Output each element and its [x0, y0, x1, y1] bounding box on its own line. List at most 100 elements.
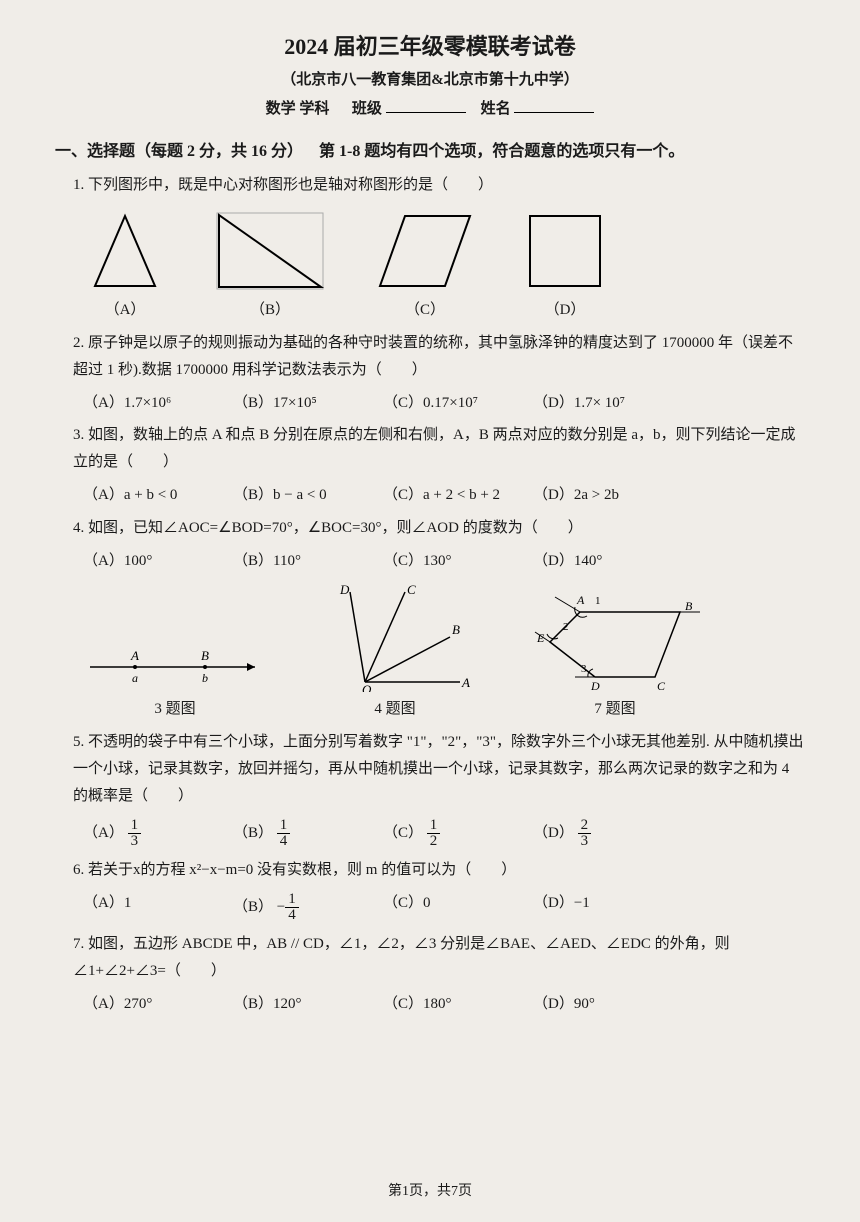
q1-shape-a: （A）: [85, 211, 165, 322]
q7-choice-b: （B）120°: [233, 993, 383, 1016]
right-triangle-icon: [215, 211, 325, 291]
question-2: 2. 原子钟是以原子的规则振动为基础的各种守时装置的统称，其中氢脉泽钟的精度达到…: [73, 330, 805, 384]
q2-choice-b: （B）17×10⁵: [233, 392, 383, 415]
question-1: 1. 下列图形中，既是中心对称图形也是轴对称图形的是（ ）: [73, 172, 805, 199]
q7-choice-d: （D）90°: [533, 993, 683, 1016]
svg-text:3: 3: [581, 663, 587, 675]
q7-text: 7. 如图，五边形 ABCDE 中，AB // CD，∠1，∠2，∠3 分别是∠…: [73, 936, 730, 979]
parallelogram-icon: [375, 211, 475, 291]
name-label: 姓名: [481, 101, 511, 117]
svg-text:b: b: [202, 671, 208, 685]
square-icon: [525, 211, 605, 291]
q5-a-den: 3: [128, 834, 142, 849]
q5-text: 5. 不透明的袋子中有三个小球，上面分别写着数字 "1"，"2"，"3"，除数字…: [73, 734, 804, 804]
q3-text: 3. 如图，数轴上的点 A 和点 B 分别在原点的左侧和右侧，A，B 两点对应的…: [73, 427, 796, 470]
q7-choices: （A）270° （B）120° （C）180° （D）90°: [83, 993, 805, 1016]
q1-label-c: （C）: [375, 299, 475, 322]
q4-choice-c: （C）130°: [383, 550, 533, 573]
exam-subtitle: （北京市八一教育集团&北京市第十九中学）: [55, 69, 805, 92]
q5-a-prefix: （A）: [83, 824, 124, 840]
subject-label: 数学 学科: [266, 101, 330, 117]
svg-text:2: 2: [563, 621, 569, 633]
svg-text:O: O: [362, 682, 372, 692]
figure-7: A B C D E 1 2 3 7 题图: [525, 582, 705, 721]
q1-shapes: （A） （B） （C） （D）: [85, 211, 805, 322]
class-label: 班级: [352, 101, 382, 117]
q4-choices: （A）100° （B）110° （C）130° （D）140°: [83, 550, 805, 573]
q6-b-den: 4: [285, 908, 299, 923]
q6-choices: （A）1 （B） −14 （C）0 （D）−1: [83, 892, 805, 923]
q2-choice-d: （D）1.7× 10⁷: [533, 392, 683, 415]
svg-text:E: E: [536, 631, 545, 645]
section-1-heading: 一、选择题（每题 2 分，共 16 分） 第 1-8 题均有四个选项，符合题意的…: [55, 140, 805, 164]
svg-text:A: A: [130, 648, 139, 663]
q5-d-prefix: （D）: [533, 824, 574, 840]
fig4-caption: 4 题图: [320, 698, 470, 721]
meta-row: 数学 学科 班级 姓名: [55, 98, 805, 121]
q5-d-den: 3: [578, 834, 592, 849]
q2-text: 2. 原子钟是以原子的规则振动为基础的各种守时装置的统称，其中氢脉泽钟的精度达到…: [73, 335, 793, 378]
pentagon-diagram-icon: A B C D E 1 2 3: [525, 582, 705, 692]
q5-d-num: 2: [578, 818, 592, 834]
question-4: 4. 如图，已知∠AOC=∠BOD=70°，∠BOC=30°，则∠AOD 的度数…: [73, 515, 805, 542]
svg-text:C: C: [657, 679, 666, 692]
svg-text:B: B: [201, 648, 209, 663]
q5-b-num: 1: [277, 818, 291, 834]
q6-choice-b: （B） −14: [233, 892, 383, 923]
q7-choice-a: （A）270°: [83, 993, 233, 1016]
q5-c-prefix: （C）: [383, 824, 423, 840]
page-footer: 第1页，共7页: [0, 1181, 860, 1202]
section-1-note: 第 1-8 题均有四个选项，符合题意的选项只有一个。: [319, 143, 684, 160]
exam-title: 2024 届初三年级零模联考试卷: [55, 30, 805, 63]
triangle-icon: [85, 211, 165, 291]
figure-4: O A B C D 4 题图: [320, 582, 470, 721]
question-5: 5. 不透明的袋子中有三个小球，上面分别写着数字 "1"，"2"，"3"，除数字…: [73, 729, 805, 810]
q4-choice-d: （D）140°: [533, 550, 683, 573]
angle-diagram-icon: O A B C D: [320, 582, 470, 692]
q1-label-b: （B）: [215, 299, 325, 322]
q4-choice-b: （B）110°: [233, 550, 383, 573]
q5-choice-b: （B） 14: [233, 818, 383, 849]
svg-text:B: B: [685, 599, 693, 613]
svg-text:A: A: [576, 593, 585, 607]
q5-choice-c: （C） 12: [383, 818, 533, 849]
q2-choices: （A）1.7×10⁶ （B）17×10⁵ （C）0.17×10⁷ （D）1.7×…: [83, 392, 805, 415]
q6-b-neg: −: [277, 898, 285, 914]
figure-3: A B a b 3 题图: [85, 632, 265, 721]
q4-text: 4. 如图，已知∠AOC=∠BOD=70°，∠BOC=30°，则∠AOD 的度数…: [73, 520, 583, 536]
q5-choices: （A） 13 （B） 14 （C） 12 （D） 23: [83, 818, 805, 849]
svg-text:a: a: [132, 671, 138, 685]
q6-b-num: 1: [285, 892, 299, 908]
q5-c-num: 1: [427, 818, 441, 834]
question-3: 3. 如图，数轴上的点 A 和点 B 分别在原点的左侧和右侧，A，B 两点对应的…: [73, 422, 805, 476]
svg-text:D: D: [339, 582, 350, 597]
q2-choice-c: （C）0.17×10⁷: [383, 392, 533, 415]
q6-text: 6. 若关于x的方程 x²−x−m=0 没有实数根，则 m 的值可以为（ ）: [73, 862, 516, 878]
fig3-caption: 3 题图: [85, 698, 265, 721]
q6-b-prefix: （B）: [233, 898, 273, 914]
question-6: 6. 若关于x的方程 x²−x−m=0 没有实数根，则 m 的值可以为（ ）: [73, 857, 805, 884]
section-1-title: 一、选择题（每题 2 分，共 16 分）: [55, 143, 303, 160]
svg-text:D: D: [590, 679, 600, 692]
name-blank[interactable]: [514, 98, 594, 113]
q3-choice-b: （B）b − a < 0: [233, 484, 383, 507]
q1-shape-c: （C）: [375, 211, 475, 322]
svg-text:C: C: [407, 582, 416, 597]
q1-label-a: （A）: [85, 299, 165, 322]
q7-choice-c: （C）180°: [383, 993, 533, 1016]
q5-a-num: 1: [128, 818, 142, 834]
q3-choices: （A）a + b < 0 （B）b − a < 0 （C）a + 2 < b +…: [83, 484, 805, 507]
q5-b-den: 4: [277, 834, 291, 849]
q6-choice-d: （D）−1: [533, 892, 683, 923]
q1-shape-b: （B）: [215, 211, 325, 322]
q1-text: 1. 下列图形中，既是中心对称图形也是轴对称图形的是（ ）: [73, 177, 493, 193]
q3-choice-c: （C）a + 2 < b + 2: [383, 484, 533, 507]
q3-choice-d: （D）2a > 2b: [533, 484, 683, 507]
q6-choice-a: （A）1: [83, 892, 233, 923]
q1-label-d: （D）: [525, 299, 605, 322]
q6-choice-c: （C）0: [383, 892, 533, 923]
class-blank[interactable]: [386, 98, 466, 113]
svg-text:B: B: [452, 622, 460, 637]
q3-choice-a: （A）a + b < 0: [83, 484, 233, 507]
q2-choice-a: （A）1.7×10⁶: [83, 392, 233, 415]
